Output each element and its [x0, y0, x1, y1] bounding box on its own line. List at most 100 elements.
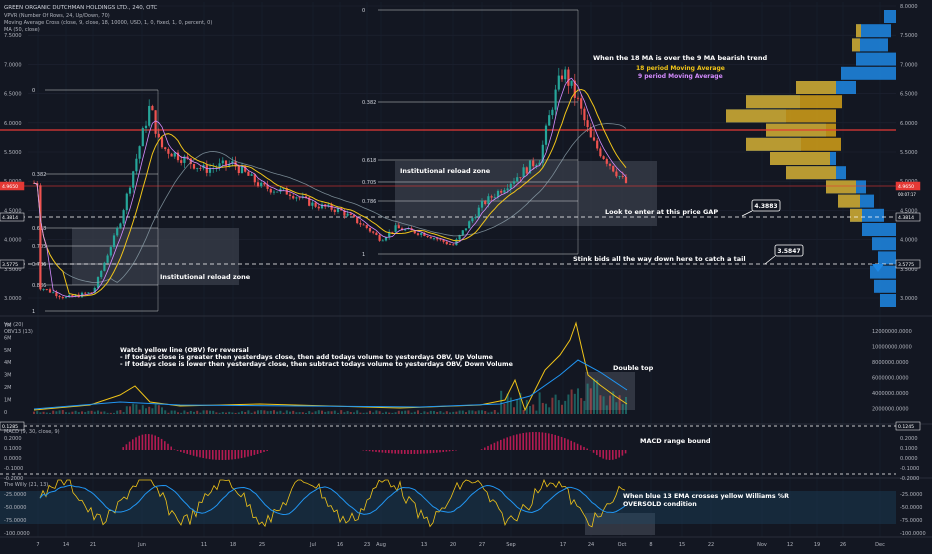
macd-tick-left: 0.0000	[4, 456, 22, 462]
price-tick-right: 6.0000	[900, 121, 918, 127]
price-tag-right-label: 4.9650	[898, 184, 914, 190]
vp-row-up	[880, 294, 896, 307]
candle-body	[487, 196, 489, 204]
macd-histogram-bar	[522, 433, 524, 450]
volume-bar	[228, 412, 230, 414]
candle-body	[167, 149, 169, 154]
fib-left-label: 0.886	[32, 283, 46, 289]
volume-tick-left: 5M	[4, 348, 12, 354]
candle-body	[452, 244, 454, 245]
volume-tick-right: 6000000.0000	[872, 376, 909, 382]
macd-histogram-bar	[407, 450, 409, 454]
volume-tick-left: 1M	[4, 397, 12, 403]
candle-body	[110, 247, 112, 255]
volume-bar	[475, 411, 477, 414]
volume-bar	[46, 413, 48, 414]
candle-body	[603, 156, 605, 159]
candle-body	[516, 177, 518, 181]
volume-bar	[91, 411, 93, 414]
obv-title: OBV13 (13)	[4, 329, 33, 335]
macd-histogram-bar	[615, 450, 617, 459]
time-tick: 22	[708, 542, 714, 548]
time-tick: 27	[479, 542, 485, 548]
macd-histogram-bar	[385, 450, 387, 453]
candle-body	[337, 208, 339, 212]
vp-row-down	[770, 152, 830, 165]
vp-row-up	[856, 24, 891, 37]
volume-bar	[289, 412, 291, 414]
annotation-gap: Look to enter at this price GAP	[605, 208, 718, 216]
price-tag-sub: 00:07:17	[898, 192, 916, 197]
volume-bar	[203, 410, 205, 414]
time-tick: Jun	[137, 542, 146, 548]
volume-bar	[462, 411, 464, 414]
candle-body	[567, 70, 569, 86]
candle-body	[123, 210, 125, 223]
time-tick: Nov	[757, 542, 767, 548]
fib-right-label: 0	[362, 8, 365, 14]
macd-histogram-bar	[414, 450, 416, 454]
macd-histogram-bar	[602, 450, 604, 459]
volume-bar	[372, 412, 374, 414]
candle-body	[155, 110, 157, 134]
time-tick: 19	[814, 542, 820, 548]
annotation-ma9: 9 period Moving Average	[638, 73, 723, 80]
annotation-reload-bottom: Institutional reload zone	[160, 273, 251, 281]
macd-histogram-bar	[167, 444, 169, 450]
volume-bar	[443, 413, 445, 414]
candle-body	[545, 126, 547, 145]
candle-body	[561, 76, 563, 80]
macd-histogram-bar	[266, 450, 268, 451]
volume-bar	[609, 396, 611, 414]
fib-right-label: 0.786	[362, 199, 376, 205]
volume-bar	[343, 412, 345, 414]
vp-row-up	[870, 266, 896, 279]
candle-body	[129, 188, 131, 194]
macd-histogram-bar	[135, 437, 137, 450]
vp-row-up	[872, 237, 896, 250]
volume-bar	[126, 406, 128, 414]
fib-left-label: 1	[32, 309, 35, 315]
price-tag-right-label: 3.5775	[898, 262, 914, 268]
macd-histogram-bar	[599, 450, 601, 457]
vp-row-up	[841, 67, 896, 80]
volume-bar	[263, 410, 265, 414]
macd-histogram-bar	[378, 450, 380, 452]
candle-body	[103, 263, 105, 271]
candle-body	[292, 196, 294, 198]
time-tick: 13	[421, 542, 427, 548]
candle-body	[446, 242, 448, 244]
fib-right-label: 0.618	[362, 158, 376, 164]
volume-bar	[222, 412, 224, 414]
volume-bar	[145, 408, 147, 414]
volume-bar	[478, 410, 480, 414]
vp-row-down	[726, 109, 836, 122]
macd-panel	[0, 426, 896, 474]
volume-bar	[590, 388, 592, 414]
volume-bar	[596, 380, 598, 414]
candle-body	[417, 233, 419, 235]
volume-bar	[414, 412, 416, 414]
volume-bar	[564, 401, 566, 414]
price-tick-right: 3.0000	[900, 296, 918, 302]
price-tick-left: 5.5000	[4, 150, 22, 156]
macd-tick-right: 0.2000	[900, 436, 918, 442]
volume-bar	[484, 411, 486, 414]
willy-note-1: When blue 13 EMA crosses yellow Williams…	[623, 493, 789, 500]
volume-bar	[129, 406, 131, 414]
volume-tick-left: 0	[4, 410, 7, 416]
price-tag-left-label: 3.5775	[2, 262, 18, 268]
volume-bar	[318, 410, 320, 414]
candle-body	[311, 203, 313, 206]
macd-histogram-bar	[247, 450, 249, 457]
volume-bar	[55, 411, 57, 414]
candle-body	[260, 183, 262, 187]
candle-body	[39, 185, 41, 289]
candle-body	[363, 225, 365, 226]
volume-bar	[244, 412, 246, 414]
volume-bar	[603, 396, 605, 414]
price-tag-left-label: 4.9650	[2, 184, 18, 190]
candle-body	[430, 237, 432, 238]
volume-bar	[497, 413, 499, 414]
candle-body	[107, 255, 109, 262]
